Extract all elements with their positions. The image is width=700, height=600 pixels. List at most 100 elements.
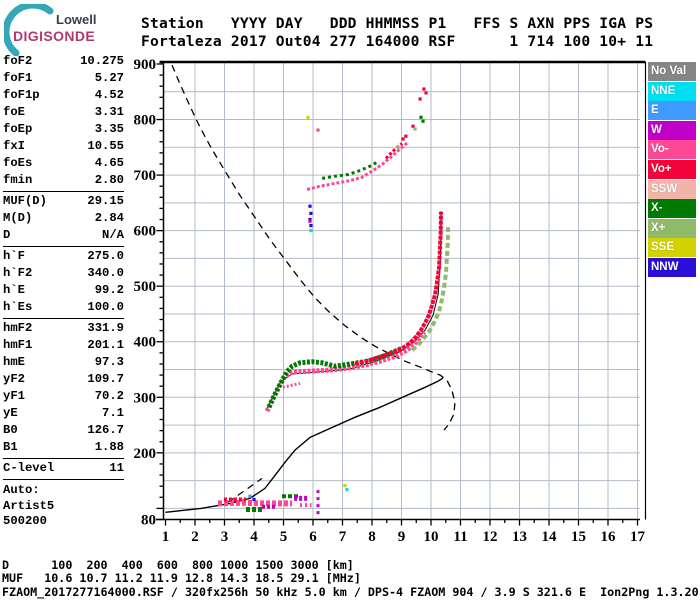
param-label: h`F (3, 249, 25, 263)
echo-dot (421, 119, 425, 123)
param-value: 2.84 (94, 211, 124, 225)
echo-dot (309, 211, 313, 215)
x-tick-label: 2 (191, 529, 199, 545)
echo-dot (316, 128, 320, 132)
param-label: fmin (3, 173, 33, 187)
legend-item-vo-: Vo- (648, 140, 696, 160)
echo-dot (309, 229, 313, 233)
legend-item-e: E (648, 101, 696, 121)
param-group: h`F 275.0 h`F2 340.0 h`E 99.2 h`Es 100.0 (3, 247, 124, 319)
param-value: 70.2 (94, 389, 124, 403)
echo-dot (401, 137, 405, 141)
autoscaling-info: Auto: Artist5 500200 (3, 483, 54, 530)
param-label: MUF(D) (3, 194, 47, 208)
param-value: 3.35 (94, 122, 124, 136)
echo-dot (422, 87, 426, 91)
param-label: hmE (3, 355, 25, 369)
param-value: 126.7 (87, 423, 124, 437)
axes (156, 60, 647, 521)
param-row: hmF1 201.1 (3, 337, 124, 354)
legend-item-w: W (648, 120, 696, 140)
x-tick-label: 10 (424, 529, 439, 545)
param-label: h`E (3, 283, 25, 297)
param-value: 2.80 (94, 173, 124, 187)
param-value: 5.27 (94, 71, 124, 85)
legend-item-nnw: NNW (648, 257, 696, 277)
trace-f-trace-red-asymptote (354, 211, 443, 366)
logo-arc-icon (4, 4, 54, 56)
auto-line: 500200 (3, 514, 47, 528)
distance-row: D 100 200 400 600 800 1000 1500 3000 [km… (2, 558, 354, 572)
param-row: yF2 109.7 (3, 371, 124, 388)
echo-dot (424, 91, 428, 95)
param-value: 3.31 (94, 105, 124, 119)
x-tick-label: 7 (339, 529, 347, 545)
legend-item-vo+: Vo+ (648, 159, 696, 179)
param-label: foF1 (3, 71, 33, 85)
param-label: foEp (3, 122, 33, 136)
echo-dot (343, 484, 347, 488)
param-row: B1 1.88 (3, 439, 124, 456)
x-tick-label: 13 (512, 529, 527, 545)
x-tick-label: 1 (162, 529, 170, 545)
param-label: M(D) (3, 211, 33, 225)
x-tick-label: 9 (398, 529, 406, 545)
legend-item-nne: NNE (648, 81, 696, 101)
param-row: yE 7.1 (3, 405, 124, 422)
param-row: foF1p 4.52 (3, 87, 124, 104)
legend-item-x-: X- (648, 199, 696, 219)
echo-dot (308, 219, 312, 223)
legend-item-ssw: SSW (648, 179, 696, 199)
echo-dot (396, 145, 400, 149)
param-row: foEp 3.35 (3, 121, 124, 138)
legend-item-sse: SSE (648, 238, 696, 258)
param-value: 109.7 (87, 372, 124, 386)
parameter-panel: foF2 10.275 foF1 5.27 foF1p 4.52 foE 3.31 foEp 3.… (3, 52, 124, 480)
trace-f-trace-green (266, 345, 404, 409)
param-value: 4.52 (94, 88, 124, 102)
grid-lines (163, 63, 640, 520)
param-value: 29.15 (87, 194, 124, 208)
y-tick-label: 200 (134, 446, 157, 462)
analysis-curves (165, 64, 456, 513)
auto-line: Artist5 (3, 498, 55, 513)
param-group: C-level 11 (3, 459, 124, 480)
x-tick-label: 15 (571, 529, 586, 545)
auto-line: Auto: (3, 483, 40, 497)
param-row: h`E 99.2 (3, 282, 124, 299)
param-row: hmE 97.3 (3, 354, 124, 371)
param-value: 201.1 (87, 338, 124, 352)
param-row: C-level 11 (3, 460, 124, 477)
param-value: 340.0 (87, 266, 124, 280)
param-value: N/A (102, 228, 124, 242)
file-info-row: FZAOM_2017277164000.RSF / 320fx256h 50 k… (2, 585, 699, 599)
echo-type-legend: No Val NNE E W Vo- Vo+ SSW X- X+ SSE NNW (648, 62, 696, 278)
param-row: h`F2 340.0 (3, 265, 124, 282)
muf-row: MUF 10.6 10.7 11.2 11.9 12.8 14.3 18.5 2… (2, 571, 361, 585)
x-tick-label: 5 (280, 529, 288, 545)
x-tick-label: 16 (601, 529, 617, 545)
trace-f2-echo-green (321, 160, 378, 180)
trace-f2-echo-pink (306, 141, 409, 191)
param-label: h`Es (3, 300, 33, 314)
x-tick-label: 6 (309, 529, 317, 545)
header-line-2: Fortaleza 2017 Out04 277 164000 RSF 1 71… (141, 33, 654, 50)
x-tick-label: 8 (368, 529, 376, 545)
header-line-1: Station YYYY DAY DDD HHMMSS P1 FFS S AXN… (141, 15, 654, 32)
param-value: 11 (109, 461, 124, 475)
trace-f2-echo-red (384, 142, 404, 160)
param-value: 10.275 (80, 54, 124, 68)
param-label: hmF2 (3, 321, 33, 335)
echo-dot (308, 217, 312, 222)
param-group: foF2 10.275 foF1 5.27 foF1p 4.52 foE 3.31 foEp 3.… (3, 52, 124, 192)
legend-item-no-val: No Val (648, 62, 696, 81)
logo-digisonde-text: DIGISONDE (13, 28, 96, 44)
param-row: yF1 70.2 (3, 388, 124, 405)
y-tick-label: 600 (134, 224, 157, 240)
param-value: 100.0 (87, 300, 124, 314)
param-row: h`Es 100.0 (3, 299, 124, 316)
echo-dot (345, 487, 349, 492)
